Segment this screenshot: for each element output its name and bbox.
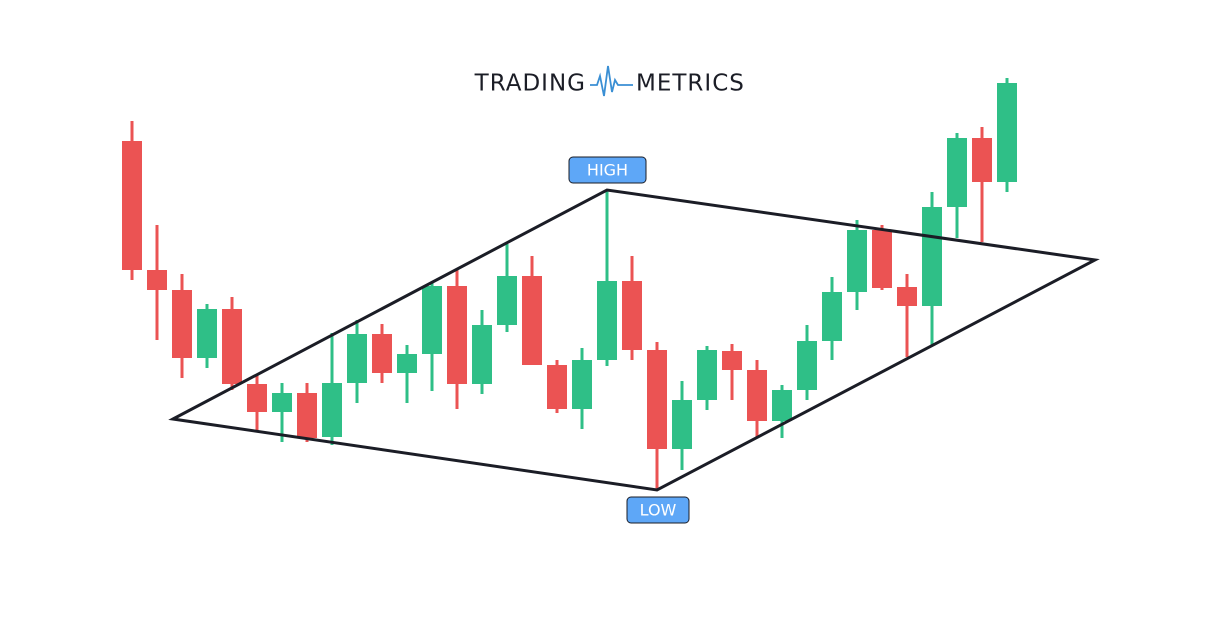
candle-body <box>422 286 442 354</box>
logo-icon <box>590 65 633 97</box>
candle-body <box>647 350 667 449</box>
candle-body <box>847 230 867 292</box>
candle-body <box>797 341 817 390</box>
candle-body <box>922 207 942 306</box>
candle-body <box>497 276 517 325</box>
brand-right: METRICS <box>636 71 745 97</box>
candle-body <box>597 281 617 360</box>
candle-body <box>747 370 767 421</box>
logo: TRADING METRICS <box>474 65 745 97</box>
high-label: HIGH <box>587 161 628 180</box>
candle-body <box>722 351 742 370</box>
candle-body <box>472 325 492 384</box>
candle-body <box>972 138 992 182</box>
diamond-pattern <box>168 188 1100 492</box>
candle-body <box>547 365 567 409</box>
candle-body <box>947 138 967 207</box>
candle-body <box>697 350 717 400</box>
candle-body <box>872 230 892 288</box>
candle-body <box>997 83 1017 182</box>
candle-body <box>397 354 417 373</box>
candle-body <box>447 286 467 384</box>
candle-body <box>522 276 542 365</box>
candle-body <box>322 383 342 437</box>
candle-body <box>272 393 292 412</box>
candle-body <box>222 309 242 384</box>
candle-body <box>197 309 217 358</box>
candle-body <box>347 334 367 383</box>
high-tag <box>568 156 647 184</box>
candle-body <box>772 390 792 421</box>
candle-body <box>372 334 392 373</box>
candle-body <box>897 287 917 306</box>
candle-body <box>822 292 842 341</box>
candle-body <box>672 400 692 449</box>
candles <box>122 78 1017 490</box>
brand-left: TRADING <box>474 71 586 97</box>
candle-body <box>297 393 317 438</box>
candle-body <box>122 141 142 270</box>
candle-body <box>172 290 192 358</box>
candle-body <box>622 281 642 350</box>
low-label: LOW <box>640 501 677 520</box>
candle-body <box>147 270 167 290</box>
candle-body <box>572 360 592 409</box>
candle-body <box>247 384 267 412</box>
low-tag <box>626 496 690 524</box>
